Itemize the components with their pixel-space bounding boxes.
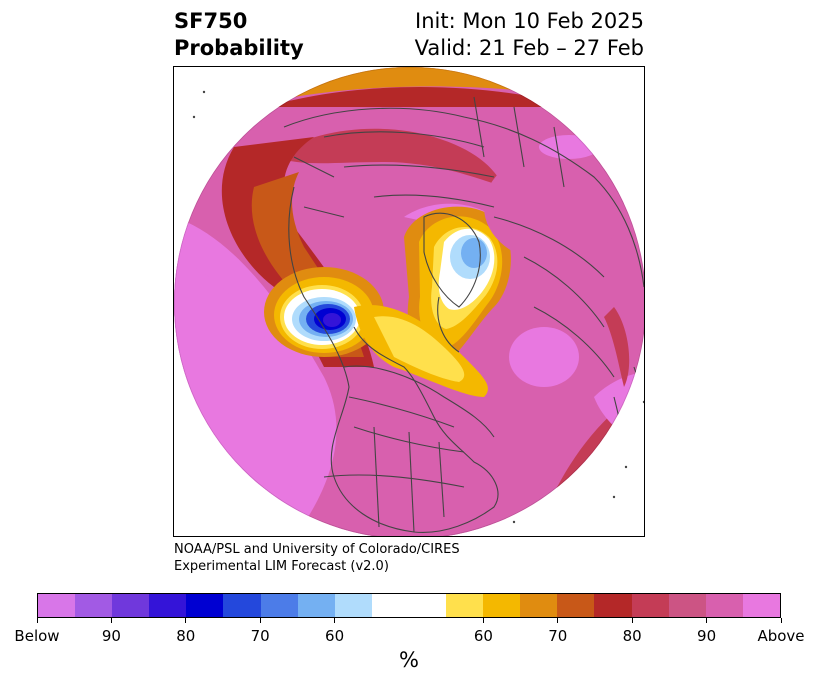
- colorbar-segment: [705, 594, 743, 617]
- colorbar-tick-label: 70: [548, 627, 568, 645]
- colorbar-tick: [259, 618, 261, 623]
- colorbar-segment: [631, 594, 669, 617]
- colorbar-segment: [483, 594, 521, 617]
- colorbar-segment: [446, 594, 484, 617]
- island-dots: [192, 90, 644, 524]
- colorbar-tick-label: 70: [250, 627, 270, 645]
- colorbar-segment: [334, 594, 372, 617]
- colorbar-segment: [594, 594, 632, 617]
- credit-line-2: Experimental LIM Forecast (v2.0): [174, 559, 389, 574]
- colorbar-tick-label: Below: [14, 627, 60, 645]
- colorbar-tick-label: 60: [473, 627, 493, 645]
- colorbar-units: %: [399, 648, 419, 672]
- colorbar-tick: [185, 618, 187, 623]
- init-date: Init: Mon 10 Feb 2025: [415, 9, 644, 33]
- colorbar-tick: [482, 618, 484, 623]
- colorbar-segment: [742, 594, 780, 617]
- colorbar-segment: [408, 594, 447, 617]
- map-svg: [174, 67, 644, 536]
- product-title: Probability: [174, 36, 304, 60]
- colorbar-tick-label: 60: [325, 627, 345, 645]
- colorbar-segment: [38, 594, 76, 617]
- probability-field: [174, 67, 644, 536]
- colorbar-segment: [186, 594, 224, 617]
- valid-range: Valid: 21 Feb – 27 Feb: [414, 36, 644, 60]
- colorbar-tick: [706, 618, 708, 623]
- colorbar-segment: [112, 594, 150, 617]
- colorbar-segment: [557, 594, 595, 617]
- colorbar-segment: [149, 594, 187, 617]
- colorbar-tick-label: 90: [697, 627, 717, 645]
- colorbar-tick-label: 80: [176, 627, 196, 645]
- probability-map: [173, 66, 645, 537]
- colorbar-segment: [668, 594, 706, 617]
- colorbar-segment: [75, 594, 113, 617]
- credit-line-1: NOAA/PSL and University of Colorado/CIRE…: [174, 542, 460, 557]
- colorbar-segment: [260, 594, 298, 617]
- colorbar-tick-label: 80: [622, 627, 642, 645]
- colorbar-tick: [631, 618, 633, 623]
- colorbar-tick: [110, 618, 112, 623]
- colorbar-tick-label: 90: [101, 627, 121, 645]
- colorbar-tick: [334, 618, 336, 623]
- colorbar-tick: [780, 618, 782, 623]
- variable-title: SF750: [174, 9, 248, 33]
- colorbar-segment: [371, 594, 409, 617]
- colorbar-segment: [223, 594, 261, 617]
- colorbar-tick-label: Above: [757, 627, 805, 645]
- colorbar: [37, 593, 781, 618]
- coastlines: [283, 96, 644, 533]
- colorbar-segment: [520, 594, 558, 617]
- colorbar-tick: [557, 618, 559, 623]
- colorbar-tick: [36, 618, 38, 623]
- colorbar-segment: [297, 594, 335, 617]
